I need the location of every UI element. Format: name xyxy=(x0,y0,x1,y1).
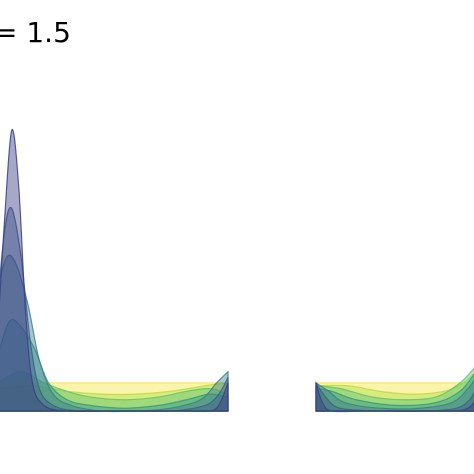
area-series-0-4 xyxy=(0,371,229,412)
chart-title: = 1.5 xyxy=(0,16,71,49)
area-series-1-4 xyxy=(315,367,474,412)
area-series-1-5 xyxy=(315,372,474,412)
panel-right xyxy=(315,367,474,413)
area-series-0-1 xyxy=(0,206,229,413)
area-series-0-3 xyxy=(0,318,229,412)
area-series-1-3 xyxy=(315,373,474,412)
area-series-0-5 xyxy=(0,382,229,412)
area-series-0-2 xyxy=(0,254,229,413)
panel-left xyxy=(0,129,229,413)
